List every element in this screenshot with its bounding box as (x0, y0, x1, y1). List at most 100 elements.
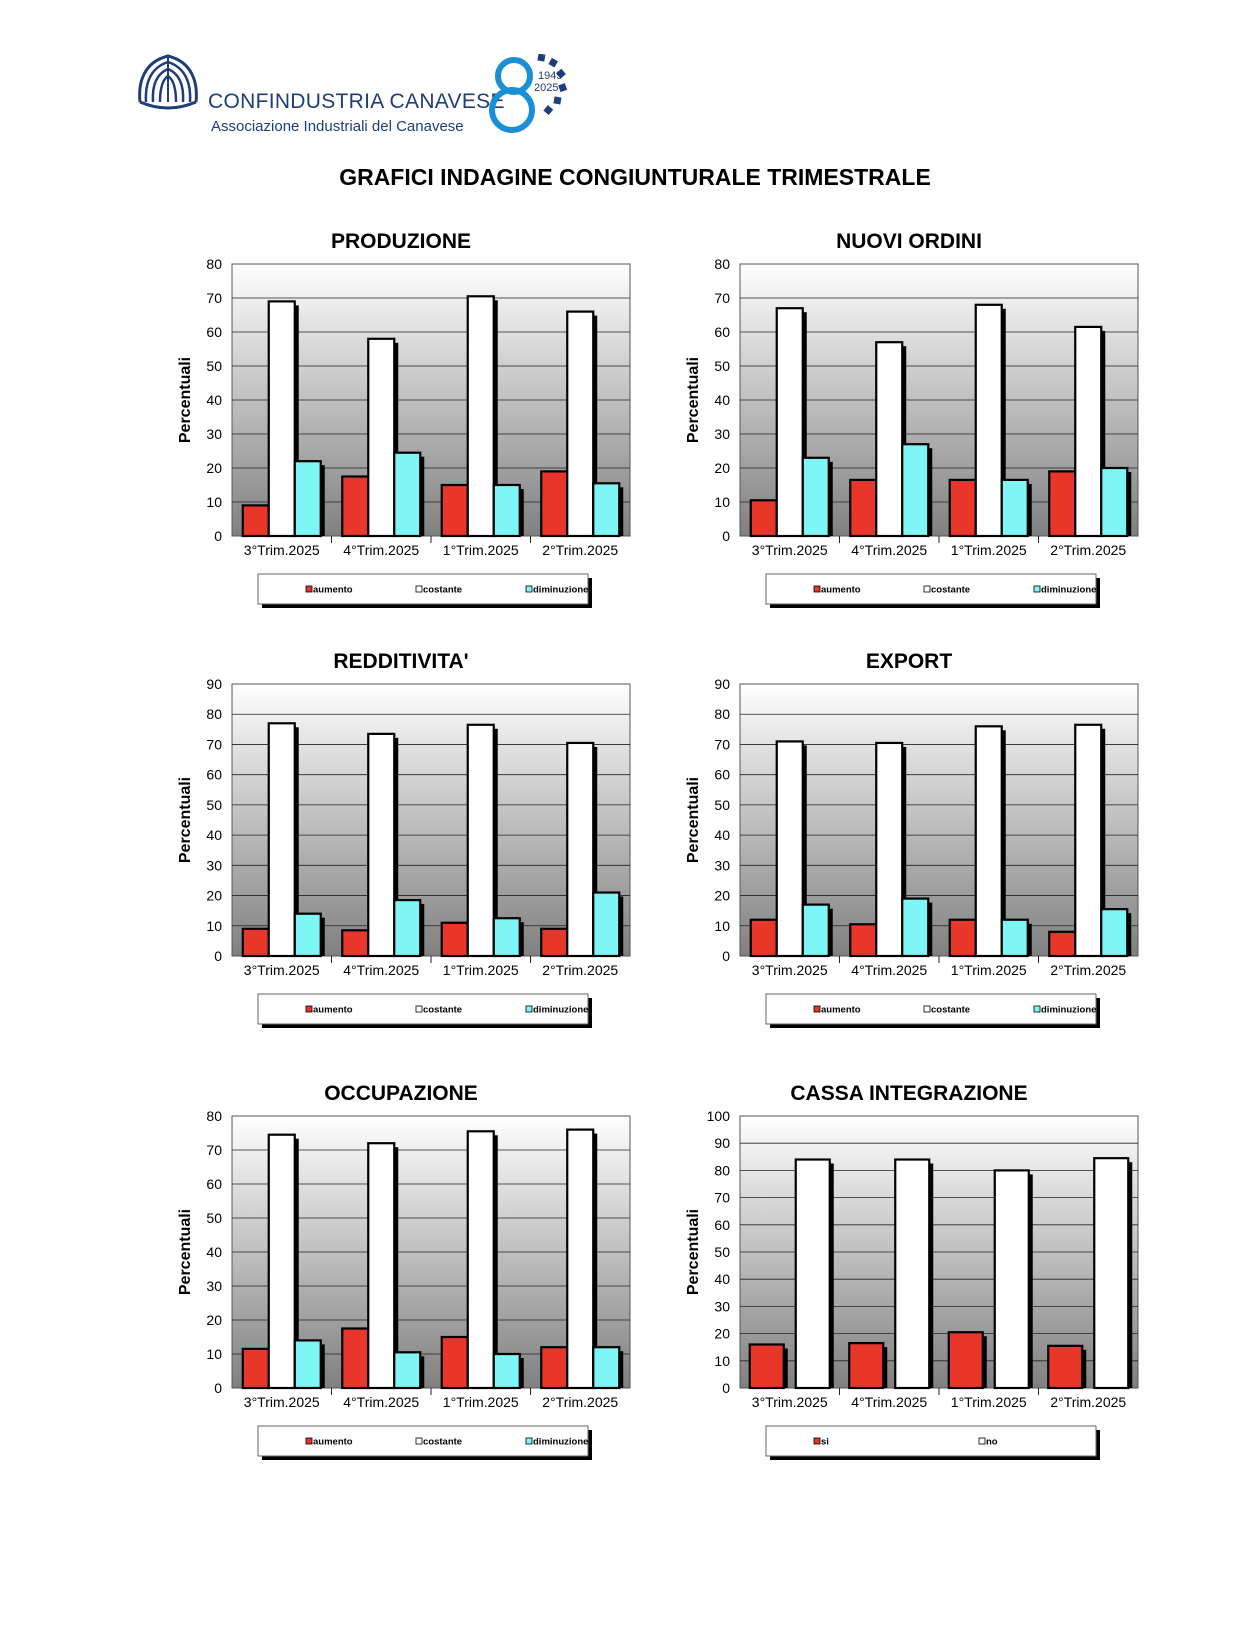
x-tick-label: 1°Trim.2025 (951, 962, 1027, 978)
x-tick-label: 3°Trim.2025 (752, 962, 828, 978)
y-axis-label: Percentuali (685, 777, 702, 863)
bar-aumento (241, 1347, 270, 1390)
bar-diminuzione (1000, 478, 1029, 538)
y-axis-label: Percentuali (177, 357, 194, 443)
legend-swatch-aumento (305, 1437, 313, 1445)
y-tick-label: 70 (206, 290, 222, 306)
bar-costante (775, 740, 804, 958)
x-tick-label: 4°Trim.2025 (851, 962, 927, 978)
x-tick-label: 3°Trim.2025 (244, 962, 320, 978)
bar-aumento (849, 923, 878, 958)
y-axis-label: Percentuali (685, 357, 702, 443)
y-tick-label: 40 (206, 1244, 222, 1260)
bar-diminuzione (293, 1339, 322, 1390)
y-tick-label: 40 (206, 392, 222, 408)
bar-si (947, 1331, 984, 1390)
bar-costante (466, 723, 495, 958)
bar-diminuzione (393, 1351, 422, 1390)
chart-produzione: PRODUZIONE 0 10 20 30 40 50 60 70 80 Percentuali 3°… (160, 228, 720, 648)
x-tick-label: 2°Trim.2025 (542, 1394, 618, 1410)
y-tick-label: 50 (206, 797, 222, 813)
brand-subtitle: Associazione Industriali del Canavese (211, 118, 464, 135)
legend-swatch-costante (923, 1005, 931, 1013)
x-tick-label: 4°Trim.2025 (343, 542, 419, 558)
y-tick-label: 80 (206, 1108, 222, 1124)
y-tick-label: 0 (722, 948, 730, 964)
legend-label-diminuzione: diminuzione (1041, 1005, 1096, 1016)
y-tick-label: 10 (206, 1346, 222, 1362)
y-tick-label: 60 (206, 324, 222, 340)
chart-cassa-integrazione: CASSA INTEGRAZIONE 0 10 20 30 40 50 60 70 80 90 100… (668, 1080, 1228, 1500)
y-tick-label: 20 (206, 888, 222, 904)
bar-aumento (948, 918, 977, 958)
bar-diminuzione (393, 898, 422, 958)
y-tick-label: 0 (214, 948, 222, 964)
y-tick-label: 20 (206, 1312, 222, 1328)
y-tick-label: 80 (206, 706, 222, 722)
y-tick-label: 90 (714, 676, 730, 692)
legend-label-aumento: aumento (821, 1005, 861, 1016)
legend-swatch-diminuzione (1033, 585, 1041, 593)
x-tick-label: 4°Trim.2025 (851, 542, 927, 558)
y-tick-label: 70 (714, 290, 730, 306)
y-tick-label: 0 (214, 528, 222, 544)
legend-label-aumento: aumento (313, 1005, 353, 1016)
bar-si (748, 1343, 785, 1390)
x-tick-label: 4°Trim.2025 (851, 1394, 927, 1410)
y-tick-label: 30 (206, 1278, 222, 1294)
x-tick-label: 2°Trim.2025 (1050, 542, 1126, 558)
x-tick-label: 1°Trim.2025 (443, 1394, 519, 1410)
bar-aumento (440, 1335, 469, 1390)
chart-produzione-svg: PRODUZIONE 0 10 20 30 40 50 60 70 80 Percentuali 3°… (177, 230, 631, 608)
bar-costante (367, 1142, 396, 1390)
anniversary-80-icon (489, 54, 568, 133)
chart-occupazione: OCCUPAZIONE 0 10 20 30 40 50 60 70 80 Percentuali 3… (160, 1080, 720, 1500)
y-tick-label: 50 (714, 1244, 730, 1260)
chart-title: OCCUPAZIONE (324, 1082, 478, 1105)
y-tick-label: 80 (714, 1162, 730, 1178)
chart-occupazione-svg: OCCUPAZIONE 0 10 20 30 40 50 60 70 80 Percentuali 3… (177, 1082, 631, 1460)
bar-aumento (540, 1346, 569, 1390)
bar-aumento (749, 499, 778, 538)
legend-swatch-si (813, 1437, 821, 1445)
chart-nuovi-ordini-svg: NUOVI ORDINI 0 10 20 30 40 50 60 70 80 Percentuali… (685, 230, 1139, 608)
bar-no (794, 1158, 831, 1390)
legend-label-costante: costante (931, 585, 970, 596)
bar-costante (1074, 723, 1103, 958)
bar-diminuzione (592, 482, 621, 538)
bar-no (993, 1169, 1030, 1390)
x-tick-label: 3°Trim.2025 (244, 542, 320, 558)
y-axis-label: Percentuali (177, 777, 194, 863)
chart-cassa-integrazione-svg: CASSA INTEGRAZIONE 0 10 20 30 40 50 60 70 80 90 100… (685, 1082, 1139, 1460)
bar-costante (267, 722, 296, 958)
bar-diminuzione (801, 903, 830, 958)
bar-aumento (948, 478, 977, 538)
y-tick-label: 80 (714, 706, 730, 722)
y-tick-label: 40 (714, 827, 730, 843)
y-tick-label: 30 (714, 426, 730, 442)
legend (765, 1425, 1097, 1457)
y-tick-label: 50 (714, 797, 730, 813)
bar-no (894, 1158, 931, 1390)
bar-diminuzione (492, 483, 521, 538)
bar-diminuzione (592, 1346, 621, 1390)
y-axis-label: Percentuali (177, 1209, 194, 1295)
bar-costante (875, 741, 904, 958)
bar-costante (775, 307, 804, 538)
y-tick-label: 20 (714, 888, 730, 904)
bar-diminuzione (293, 460, 322, 538)
bar-costante (974, 303, 1003, 538)
bar-costante (466, 295, 495, 538)
legend-label-aumento: aumento (313, 585, 353, 596)
bar-si (848, 1342, 885, 1390)
bar-si (1047, 1344, 1084, 1390)
y-tick-label: 90 (206, 676, 222, 692)
y-tick-label: 10 (714, 494, 730, 510)
y-tick-label: 30 (714, 857, 730, 873)
bar-costante (267, 1133, 296, 1390)
bar-costante (267, 300, 296, 538)
y-tick-label: 30 (206, 426, 222, 442)
bar-no (1093, 1157, 1130, 1390)
y-tick-label: 10 (714, 1353, 730, 1369)
bar-diminuzione (393, 451, 422, 538)
